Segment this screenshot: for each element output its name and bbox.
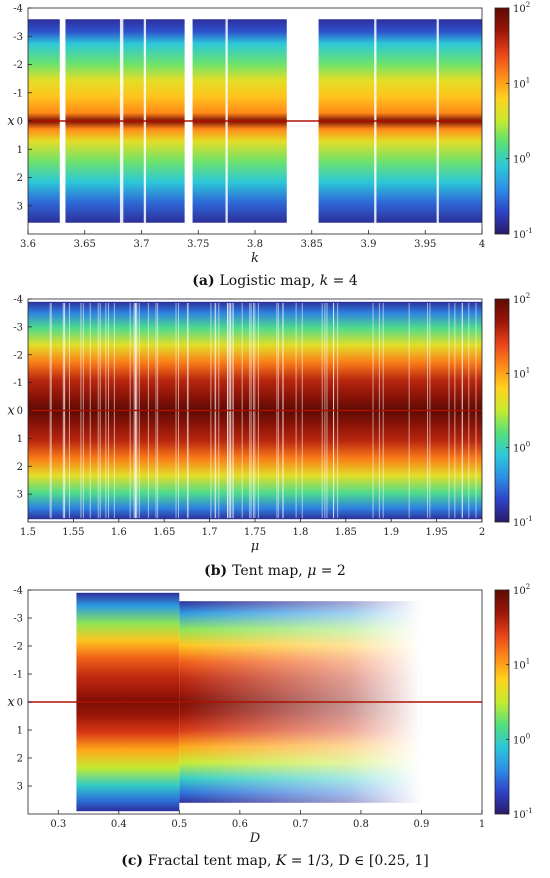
y-tick-label: -3 (13, 614, 23, 625)
y-tick-label: -1 (13, 378, 23, 389)
x-tick-label: 0.5 (171, 819, 187, 830)
chart-panel-3: 0.3 0.4 0.5 0.6 0.7 0.8 0.9 1 -4 -3 -2 -1 0 1 2 3 Dx 10-1… (7, 583, 532, 869)
colorbar-tick-label: 10-1 (513, 227, 533, 241)
x-tick-label: 1.8 (292, 527, 308, 538)
x-tick-label: 1.5 (20, 527, 36, 538)
colorbar-tick-label: 101 (513, 658, 530, 672)
panel-caption: (c) Fractal tent map, K = 1/3, D ∈ [0.25… (121, 853, 429, 869)
colorbar-tick-label: 102 (513, 1, 530, 15)
x-tick-label: 3.65 (74, 239, 96, 250)
colorbar-tick-label: 101 (513, 76, 530, 90)
x-axis-label: μ (251, 539, 259, 554)
x-tick-label: 1 (479, 819, 485, 830)
x-tick-label: 4 (479, 239, 485, 250)
x-tick-label: 1.6 (111, 527, 127, 538)
y-tick-label: 0 (17, 117, 23, 128)
y-tick-label: 2 (17, 173, 23, 184)
colorbar (494, 7, 510, 235)
chart-panel-2: 1.5 1.55 1.6 1.65 1.7 1.75 1.8 1.85 1.9 1.95 2 -4 -3… (7, 292, 532, 579)
colorbar (494, 298, 510, 523)
x-axis-label: k (251, 251, 259, 266)
y-tick-label: -4 (13, 586, 23, 597)
y-tick-label: -2 (13, 60, 23, 71)
y-tick-label: 0 (17, 406, 23, 417)
colorbar-tick-label: 102 (513, 292, 530, 306)
x-tick-label: 1.65 (153, 527, 175, 538)
y-tick-label: 1 (17, 726, 23, 737)
y-tick-label: 2 (17, 462, 23, 473)
colorbar-tick-label: 10-1 (513, 807, 533, 821)
colorbar-tick-label: 102 (513, 583, 530, 597)
x-axis-label: D (249, 831, 261, 846)
y-tick-label: -4 (13, 4, 23, 15)
y-axis-label: x (7, 114, 15, 129)
colorbar-tick-label: 100 (513, 732, 530, 746)
x-tick-label: 0.4 (111, 819, 127, 830)
x-tick-label: 1.85 (335, 527, 357, 538)
x-tick-label: 1.55 (62, 527, 84, 538)
x-tick-label: 3.9 (361, 239, 377, 250)
panel-caption: (a) Logistic map, k = 4 (192, 273, 358, 289)
x-tick-label: 2 (479, 527, 485, 538)
x-tick-label: 1.75 (244, 527, 266, 538)
y-axis-label: x (7, 695, 15, 710)
x-tick-label: 0.6 (232, 819, 248, 830)
y-axis-label: x (7, 404, 15, 419)
y-tick-label: -1 (13, 670, 23, 681)
y-tick-label: 3 (17, 490, 23, 501)
x-tick-label: 1.7 (202, 527, 218, 538)
panel-caption: (b) Tent map, μ = 2 (204, 563, 346, 579)
colorbar-tick-label: 10-1 (513, 515, 533, 529)
y-tick-label: 1 (17, 434, 23, 445)
x-tick-label: 0.9 (414, 819, 430, 830)
colorbar (494, 589, 510, 815)
y-tick-label: 3 (17, 201, 23, 212)
y-tick-label: 0 (17, 698, 23, 709)
y-tick-label: 3 (17, 782, 23, 793)
x-tick-label: 3.8 (247, 239, 263, 250)
x-tick-label: 3.75 (187, 239, 209, 250)
colorbar-tick-label: 101 (513, 366, 530, 380)
x-tick-label: 0.7 (292, 819, 308, 830)
x-tick-label: 3.95 (414, 239, 436, 250)
y-tick-label: -2 (13, 642, 23, 653)
colorbar-tick-label: 100 (513, 441, 530, 455)
y-tick-label: 1 (17, 145, 23, 156)
y-tick-label: -4 (13, 295, 23, 306)
y-tick-label: 2 (17, 754, 23, 765)
y-tick-label: -3 (13, 322, 23, 333)
y-tick-label: -2 (13, 350, 23, 361)
chart-panel-1: 3.6 3.65 3.7 3.75 3.8 3.85 3.9 3.95 4 -4 -3 -2 -1 0 1 2… (7, 1, 532, 289)
x-tick-label: 1.95 (425, 527, 447, 538)
x-tick-label: 1.9 (383, 527, 399, 538)
y-tick-label: -3 (13, 32, 23, 43)
x-tick-label: 0.3 (50, 819, 66, 830)
colorbar-tick-label: 100 (513, 152, 530, 166)
y-tick-label: -1 (13, 88, 23, 99)
x-tick-label: 3.6 (20, 239, 36, 250)
x-tick-label: 3.7 (134, 239, 150, 250)
x-tick-label: 0.8 (353, 819, 369, 830)
x-tick-label: 3.85 (301, 239, 323, 250)
